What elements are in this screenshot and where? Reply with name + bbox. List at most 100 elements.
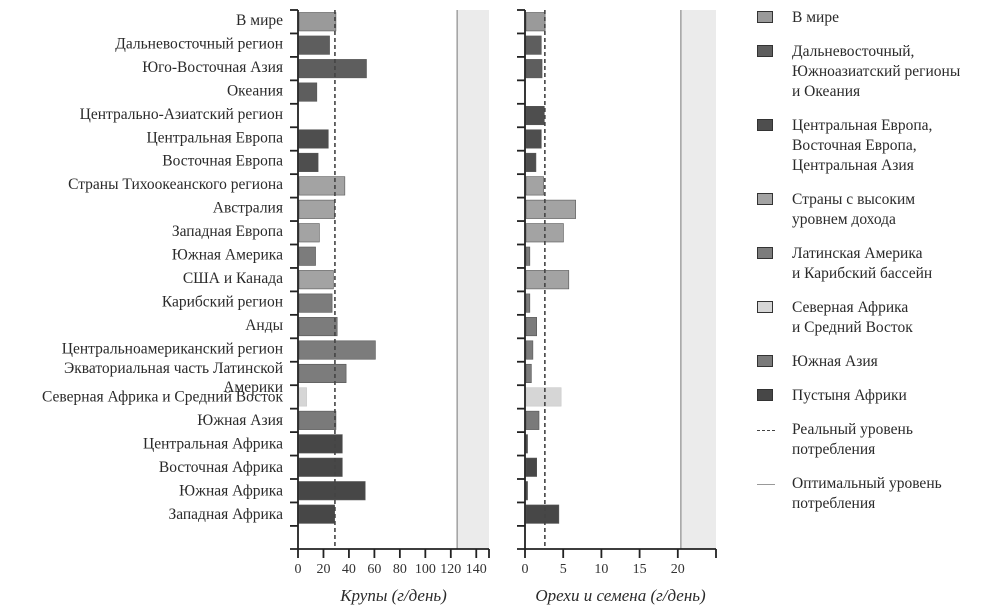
- legend-item: Страны с высоким уровнем дохода: [757, 190, 997, 230]
- cereals-x-tick-label: 100: [415, 562, 436, 577]
- nuts-bar: [525, 504, 560, 524]
- legend-label: Латинская Америка: [792, 245, 923, 262]
- legend-label: потребления: [792, 495, 876, 512]
- cereals-x-tick-label: 60: [367, 562, 381, 577]
- cereals-bar: [298, 246, 316, 266]
- cereals-bar: [298, 35, 330, 55]
- legend-label: потребления: [792, 441, 876, 458]
- nuts-bar: [525, 457, 537, 477]
- category-label: Южная Америка: [172, 247, 283, 264]
- category-label: Океания: [227, 82, 283, 99]
- cereals-bar: [298, 152, 319, 172]
- legend-label: Страны с высоким: [792, 191, 916, 208]
- legend-item: Реальный уровень потребления: [757, 420, 997, 460]
- legend-item: Дальневосточный, Южноазиатский регионы и О…: [757, 42, 997, 102]
- legend-swatch: [757, 193, 773, 205]
- category-label: США и Канада: [183, 270, 283, 287]
- nuts-x-tick-label: 5: [560, 562, 567, 577]
- nuts-bar: [525, 59, 543, 79]
- category-label: Южная Азия: [197, 412, 283, 429]
- category-label: Южная Африка: [179, 483, 283, 500]
- cereals-bar: [298, 410, 337, 430]
- cereals-optimal-zone: [457, 10, 489, 549]
- nuts-bar: [525, 129, 542, 149]
- category-label: Западная Европа: [172, 223, 283, 240]
- legend-item: В мире: [757, 8, 997, 28]
- cereals-bar: [298, 12, 337, 32]
- nuts-bar: [525, 481, 528, 501]
- category-label: Центральная Африка: [143, 436, 283, 453]
- nuts-x-tick-label: 20: [671, 562, 685, 577]
- nuts-bar: [525, 270, 570, 290]
- legend-item: Пустыня Африки: [757, 386, 997, 406]
- legend-item: Оптимальный уровень потребления: [757, 474, 997, 514]
- category-label: Центральноамериканский регион: [62, 340, 283, 357]
- legend-label: Центральная Европа,: [792, 117, 933, 134]
- legend-label: Реальный уровень: [792, 421, 913, 438]
- cereals-x-tick-label: 140: [466, 562, 487, 577]
- cereals-bar: [298, 434, 343, 454]
- legend-swatch: [757, 45, 773, 57]
- cereals-bar: [298, 387, 307, 407]
- nuts-x-tick-label: 0: [522, 562, 529, 577]
- legend-label: Южноазиатский регионы: [792, 63, 961, 80]
- legend-label: Южная Азия: [792, 353, 878, 370]
- category-label: Восточная Африка: [159, 459, 283, 476]
- legend-label: Центральная Азия: [792, 157, 914, 174]
- cereals-bar: [298, 199, 335, 219]
- cereals-bar: [298, 481, 366, 501]
- nuts-x-axis-title: Орехи и семена (г/день): [535, 586, 706, 605]
- nuts-bar: [525, 176, 544, 196]
- category-label: Юго-Восточная Азия: [142, 59, 283, 76]
- cereals-x-tick-label: 40: [342, 562, 356, 577]
- category-label: Австралия: [213, 200, 283, 217]
- nuts-bar: [525, 410, 540, 430]
- nuts-x-tick-label: 15: [633, 562, 647, 577]
- nuts-bar: [525, 387, 562, 407]
- legend-label: и Карибский бассейн: [792, 265, 933, 282]
- cereals-bar: [298, 504, 335, 524]
- nuts-bar: [525, 317, 537, 337]
- legend-swatch: [757, 301, 773, 313]
- legend-label: и Океания: [792, 83, 861, 100]
- cereals-bar: [298, 59, 367, 79]
- cereals-bar: [298, 457, 343, 477]
- legend-solid-line-icon: [757, 484, 775, 485]
- nuts-x-tick-label: 10: [594, 562, 608, 577]
- category-label: Анды: [245, 317, 283, 334]
- cereals-bar: [298, 340, 376, 360]
- legend-label: Восточная Европа,: [792, 137, 917, 154]
- category-label: Экваториальная часть Латинской: [64, 360, 283, 377]
- legend-label: Дальневосточный,: [792, 43, 915, 60]
- category-label: Страны Тихоокеанского региона: [68, 176, 283, 193]
- category-label: Дальневосточный регион: [115, 35, 283, 52]
- nuts-bar: [525, 106, 545, 126]
- legend-swatch: [757, 247, 773, 259]
- cereals-bar: [298, 129, 329, 149]
- category-label: Западная Африка: [168, 506, 283, 523]
- legend-swatch: [757, 11, 773, 23]
- legend-label: Северная Африка: [792, 299, 909, 316]
- nuts-bar: [525, 12, 546, 32]
- cereals-x-axis-title: Крупы (г/день): [339, 586, 447, 605]
- legend: В мире Дальневосточный, Южноазиатский реги…: [757, 8, 997, 528]
- category-label: Америки: [223, 379, 283, 396]
- legend-dashed-line-icon: [757, 430, 775, 431]
- legend-item: Центральная Европа, Восточная Европа, Цент…: [757, 116, 997, 176]
- legend-label: В мире: [792, 9, 839, 26]
- nuts-bar: [525, 152, 537, 172]
- legend-swatch: [757, 355, 773, 367]
- legend-label: Оптимальный уровень: [792, 475, 942, 492]
- category-label: Центрально-Азиатский регион: [80, 106, 283, 123]
- nuts-optimal-zone: [680, 10, 716, 549]
- category-label: Северная Африка и Средний Восток: [42, 389, 283, 406]
- nuts-bar: [525, 340, 534, 360]
- legend-label: Пустыня Африки: [792, 387, 907, 404]
- cereals-bar: [298, 363, 347, 384]
- category-label: Карибский регион: [162, 293, 283, 310]
- cereals-bar: [298, 176, 346, 196]
- cereals-x-tick-label: 20: [316, 562, 330, 577]
- nuts-bar: [525, 35, 542, 55]
- legend-swatch: [757, 389, 773, 401]
- legend-label: уровнем дохода: [792, 211, 896, 228]
